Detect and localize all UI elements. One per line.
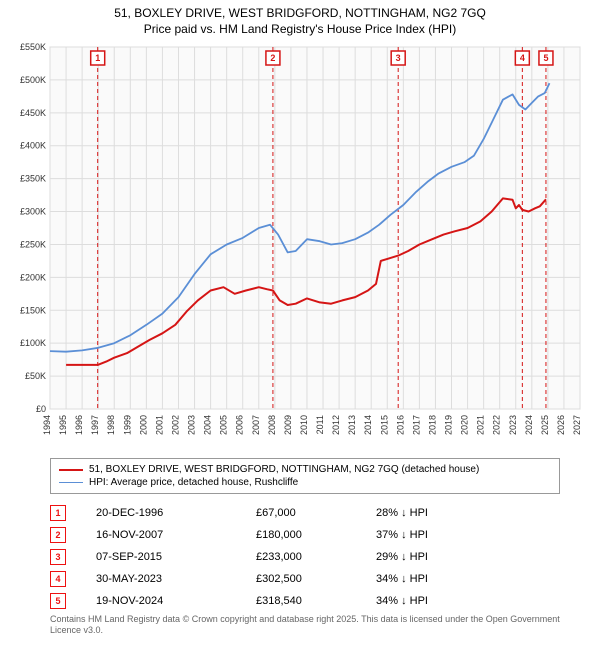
svg-text:2016: 2016 <box>395 415 405 435</box>
svg-text:2011: 2011 <box>315 415 325 434</box>
table-row: 3 07-SEP-2015£233,00029% ↓ HPI <box>50 546 560 568</box>
legend-row: HPI: Average price, detached house, Rush… <box>59 476 551 489</box>
svg-text:2001: 2001 <box>154 415 164 435</box>
title-block: 51, BOXLEY DRIVE, WEST BRIDGFORD, NOTTIN… <box>0 0 600 39</box>
svg-text:1999: 1999 <box>122 415 132 435</box>
chart-area: £0 £50K £100K £150K £200K £250K £300K £350K £400… <box>0 39 600 449</box>
svg-text:£150K: £150K <box>20 305 46 315</box>
legend-swatch <box>59 469 83 471</box>
sale-price: £180,000 <box>256 529 376 541</box>
svg-text:1: 1 <box>95 53 100 63</box>
svg-text:2017: 2017 <box>411 415 421 435</box>
sale-price: £302,500 <box>256 573 376 585</box>
svg-text:5: 5 <box>543 53 548 63</box>
svg-text:2007: 2007 <box>251 415 261 435</box>
sale-delta: 29% ↓ HPI <box>376 551 560 563</box>
svg-text:3: 3 <box>396 53 401 63</box>
svg-text:2020: 2020 <box>460 415 470 435</box>
sale-date: 16-NOV-2007 <box>96 529 256 541</box>
sales-table: 1 20-DEC-1996£67,00028% ↓ HPI 2 16-NOV-2007… <box>50 502 560 612</box>
svg-text:£300K: £300K <box>20 207 46 217</box>
svg-text:2003: 2003 <box>187 415 197 435</box>
svg-text:2006: 2006 <box>235 415 245 435</box>
svg-text:£250K: £250K <box>20 240 46 250</box>
legend-label: HPI: Average price, detached house, Rush… <box>89 477 298 488</box>
svg-text:£450K: £450K <box>20 108 46 118</box>
sale-date: 07-SEP-2015 <box>96 551 256 563</box>
title-line-2: Price paid vs. HM Land Registry's House … <box>0 22 600 38</box>
sale-delta: 34% ↓ HPI <box>376 573 560 585</box>
legend-swatch <box>59 482 83 483</box>
svg-text:2005: 2005 <box>219 415 229 435</box>
svg-text:2012: 2012 <box>331 415 341 435</box>
svg-text:2018: 2018 <box>427 415 437 435</box>
table-row: 4 30-MAY-2023£302,50034% ↓ HPI <box>50 568 560 590</box>
svg-text:1996: 1996 <box>74 415 84 435</box>
sale-price: £318,540 <box>256 595 376 607</box>
svg-text:2009: 2009 <box>283 415 293 435</box>
svg-text:2010: 2010 <box>299 415 309 435</box>
table-row: 1 20-DEC-1996£67,00028% ↓ HPI <box>50 502 560 524</box>
footer-note: Contains HM Land Registry data © Crown c… <box>50 614 560 636</box>
svg-text:£0: £0 <box>36 404 46 414</box>
svg-text:2026: 2026 <box>556 415 566 435</box>
svg-text:2015: 2015 <box>379 415 389 435</box>
svg-text:4: 4 <box>520 53 525 63</box>
svg-text:£500K: £500K <box>20 75 46 85</box>
sale-marker-box: 2 <box>50 527 66 543</box>
svg-text:1995: 1995 <box>58 415 68 435</box>
svg-text:£350K: £350K <box>20 174 46 184</box>
svg-text:2: 2 <box>270 53 275 63</box>
svg-text:£200K: £200K <box>20 273 46 283</box>
svg-text:2002: 2002 <box>170 415 180 435</box>
sale-marker-box: 1 <box>50 505 66 521</box>
svg-text:2019: 2019 <box>444 415 454 435</box>
svg-text:£100K: £100K <box>20 338 46 348</box>
svg-text:1997: 1997 <box>90 415 100 435</box>
table-row: 2 16-NOV-2007£180,00037% ↓ HPI <box>50 524 560 546</box>
table-row: 5 19-NOV-2024£318,54034% ↓ HPI <box>50 590 560 612</box>
sale-price: £233,000 <box>256 551 376 563</box>
svg-text:2027: 2027 <box>572 415 582 435</box>
sale-delta: 28% ↓ HPI <box>376 507 560 519</box>
svg-text:2013: 2013 <box>347 415 357 435</box>
svg-text:£550K: £550K <box>20 42 46 52</box>
legend-label: 51, BOXLEY DRIVE, WEST BRIDGFORD, NOTTIN… <box>89 464 479 475</box>
svg-text:2000: 2000 <box>138 415 148 435</box>
svg-text:2024: 2024 <box>524 415 534 435</box>
sale-marker-box: 5 <box>50 593 66 609</box>
svg-text:2022: 2022 <box>492 415 502 435</box>
chart-container: 51, BOXLEY DRIVE, WEST BRIDGFORD, NOTTIN… <box>0 0 600 650</box>
svg-text:£400K: £400K <box>20 141 46 151</box>
svg-text:£50K: £50K <box>25 371 46 381</box>
svg-text:2021: 2021 <box>476 415 486 435</box>
sale-delta: 37% ↓ HPI <box>376 529 560 541</box>
svg-text:2004: 2004 <box>203 415 213 435</box>
legend-row: 51, BOXLEY DRIVE, WEST BRIDGFORD, NOTTIN… <box>59 463 551 476</box>
svg-text:2014: 2014 <box>363 415 373 435</box>
sale-marker-box: 3 <box>50 549 66 565</box>
svg-text:2025: 2025 <box>540 415 550 435</box>
sale-delta: 34% ↓ HPI <box>376 595 560 607</box>
legend: 51, BOXLEY DRIVE, WEST BRIDGFORD, NOTTIN… <box>50 458 560 494</box>
sale-date: 19-NOV-2024 <box>96 595 256 607</box>
svg-text:1998: 1998 <box>106 415 116 435</box>
title-line-1: 51, BOXLEY DRIVE, WEST BRIDGFORD, NOTTIN… <box>0 6 600 22</box>
chart-svg: £0 £50K £100K £150K £200K £250K £300K £350K £400… <box>0 39 600 449</box>
sale-marker-box: 4 <box>50 571 66 587</box>
sale-date: 30-MAY-2023 <box>96 573 256 585</box>
svg-text:2008: 2008 <box>267 415 277 435</box>
svg-text:1994: 1994 <box>42 415 52 435</box>
sale-price: £67,000 <box>256 507 376 519</box>
svg-text:2023: 2023 <box>508 415 518 435</box>
sale-date: 20-DEC-1996 <box>96 507 256 519</box>
